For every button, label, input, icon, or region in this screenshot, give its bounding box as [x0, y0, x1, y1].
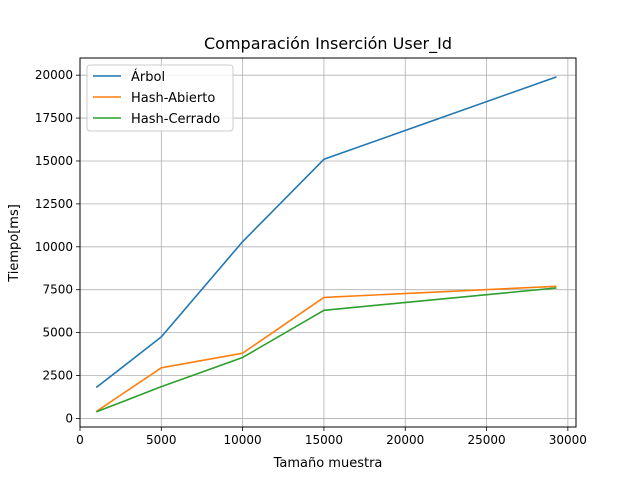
y-tick-label: 2500 [42, 369, 73, 383]
y-tick-label: 12500 [35, 197, 73, 211]
x-tick-label: 10000 [224, 433, 262, 447]
legend-box [86, 64, 234, 132]
series-line-0 [95, 76, 557, 389]
x-tick-label: 25000 [467, 433, 505, 447]
chart-title: Comparación Inserción User_Id [204, 34, 452, 54]
y-tick-label: 10000 [35, 240, 73, 254]
x-axis-label: Tamaño muestra [273, 456, 383, 471]
x-tick-label: 5000 [146, 433, 177, 447]
y-tick-label: 20000 [35, 68, 73, 82]
legend: Árbol Hash-Abierto Hash-Cerrado [86, 64, 234, 132]
plot-frame [79, 57, 577, 428]
x-tick-label: 15000 [305, 433, 343, 447]
x-tick-label: 20000 [386, 433, 424, 447]
legend-label-2: Hash-Cerrado [131, 112, 220, 127]
y-axis-ticks: 0 2500 5000 7500 10000 12500 15000 17500 20000 [35, 68, 80, 425]
y-tick-label: 7500 [42, 283, 73, 297]
y-tick-label: 5000 [42, 326, 73, 340]
y-tick-label: 17500 [35, 111, 73, 125]
x-tick-label: 0 [76, 433, 84, 447]
legend-label-0: Árbol [131, 69, 165, 85]
x-axis-ticks: 0 5000 10000 15000 20000 25000 30000 [76, 427, 587, 447]
legend-label-1: Hash-Abierto [131, 91, 215, 106]
y-tick-label: 15000 [35, 154, 73, 168]
series-line-1 [95, 285, 557, 413]
y-tick-label: 0 [65, 411, 73, 425]
y-axis-label: Tiempo[ms] [7, 204, 22, 283]
series-lines [95, 76, 557, 413]
series-line-2 [95, 287, 557, 413]
x-tick-label: 30000 [549, 433, 587, 447]
